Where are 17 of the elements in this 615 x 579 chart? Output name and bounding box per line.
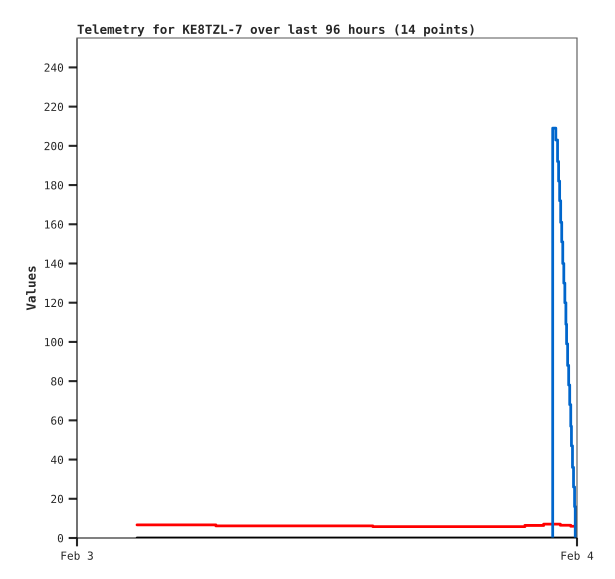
y-tick-label: 60 [51, 416, 64, 425]
y-tick-label: 140 [45, 259, 64, 268]
x-tick-label: Feb 3 [62, 551, 93, 560]
y-tick-label: 80 [51, 377, 64, 386]
y-tick-label: 220 [44, 102, 64, 112]
y-tick-label: 40 [50, 456, 64, 464]
y-tick-label: 180 [45, 181, 64, 190]
y-tick-label: 0 [58, 534, 64, 542]
y-tick-label: 160 [45, 220, 64, 229]
y-tick-label: 20 [51, 494, 64, 504]
y-axis-title: Values [26, 266, 36, 310]
chart-title: Telemetry for KE8TZL-7 over last 96 hours (14 points) [78, 24, 474, 36]
y-tick-label: 100 [45, 338, 64, 346]
y-tick-label: 240 [44, 63, 64, 72]
y-tick-label: 120 [45, 298, 64, 308]
y-tick-label: 200 [44, 142, 64, 150]
x-tick-label: Feb 4 [562, 551, 594, 560]
